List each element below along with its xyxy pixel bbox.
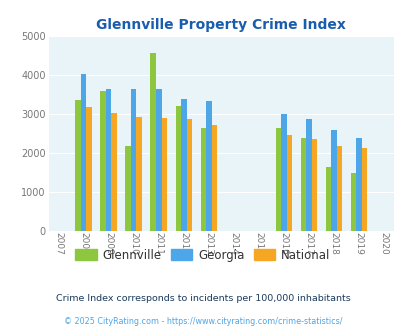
Bar [205, 101, 211, 231]
Bar [325, 167, 330, 231]
Bar [361, 148, 366, 231]
Bar [300, 138, 305, 231]
Bar [175, 106, 181, 231]
Bar [336, 146, 341, 231]
Bar [200, 128, 205, 231]
Bar [355, 138, 361, 231]
Bar [125, 146, 131, 231]
Bar [161, 118, 166, 231]
Bar [211, 125, 217, 231]
Bar [305, 119, 311, 231]
Bar [286, 135, 291, 231]
Bar [100, 91, 106, 231]
Bar [131, 89, 136, 231]
Bar [186, 119, 192, 231]
Bar [111, 113, 117, 231]
Bar [81, 75, 86, 231]
Bar [86, 107, 92, 231]
Bar [150, 53, 156, 231]
Title: Glennville Property Crime Index: Glennville Property Crime Index [96, 18, 345, 32]
Bar [350, 173, 355, 231]
Bar [275, 128, 280, 231]
Legend: Glennville, Georgia, National: Glennville, Georgia, National [70, 244, 335, 266]
Bar [75, 100, 81, 231]
Text: Crime Index corresponds to incidents per 100,000 inhabitants: Crime Index corresponds to incidents per… [55, 294, 350, 303]
Bar [181, 99, 186, 231]
Bar [280, 114, 286, 231]
Text: © 2025 CityRating.com - https://www.cityrating.com/crime-statistics/: © 2025 CityRating.com - https://www.city… [64, 317, 341, 326]
Bar [106, 89, 111, 231]
Bar [156, 89, 161, 231]
Bar [136, 116, 142, 231]
Bar [311, 139, 316, 231]
Bar [330, 130, 336, 231]
